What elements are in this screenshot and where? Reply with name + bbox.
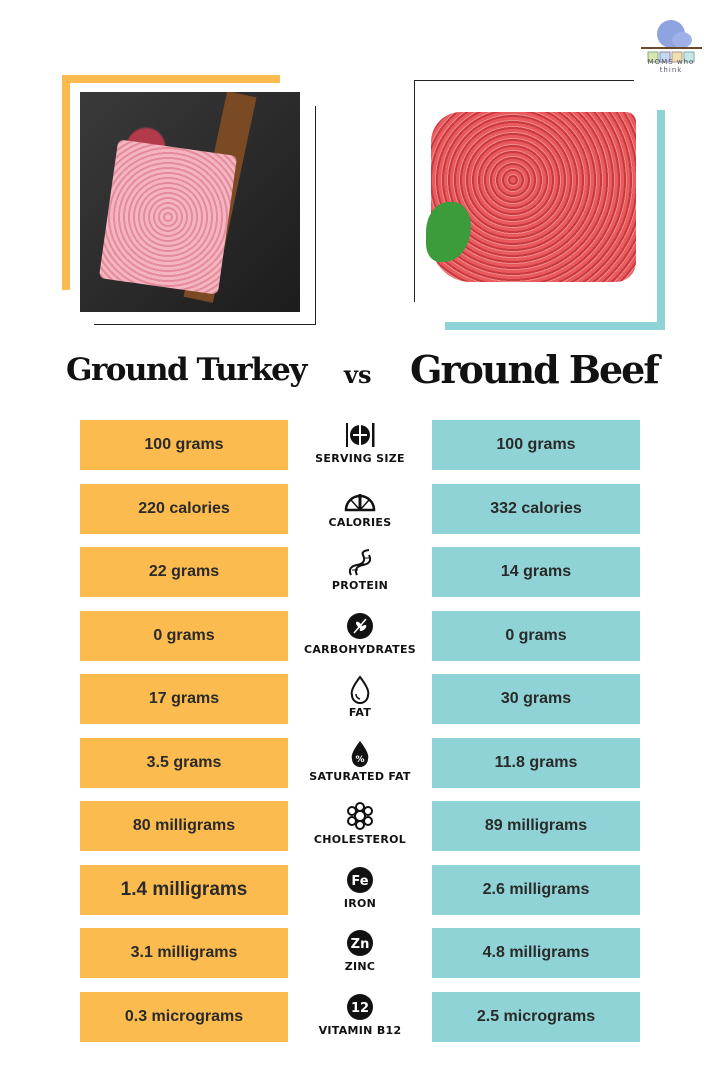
- nutrient-label: IRON: [343, 896, 377, 910]
- turkey-value: 17 grams: [80, 674, 288, 724]
- turkey-value: 100 grams: [80, 420, 288, 470]
- beef-value: 14 grams: [432, 547, 640, 597]
- beef-value: 30 grams: [432, 674, 640, 724]
- nutrient-label: PROTEIN: [331, 579, 389, 592]
- nutrition-row: 22 grams PROTEIN 14 grams: [80, 547, 640, 597]
- nutrient-label-group: CHOLESTEROL: [294, 801, 426, 857]
- nutrient-label: FAT: [348, 706, 372, 719]
- drop-percent-icon: %: [351, 740, 369, 767]
- zn-icon: Zn: [347, 930, 373, 956]
- turkey-value: 80 milligrams: [80, 801, 288, 851]
- molecule-icon: [347, 802, 373, 830]
- nutrition-row: 0.3 micrograms 12 VITAMIN B12 2.5 microgram…: [80, 991, 640, 1042]
- beef-frame-outline: [414, 80, 634, 302]
- nutrition-row: 220 calories CALORIES 332 calories: [80, 483, 640, 534]
- turkey-value: 3.5 grams: [80, 737, 288, 788]
- wheat-icon: [347, 612, 373, 639]
- nutrient-label: CALORIES: [328, 515, 392, 529]
- svg-text:Zn: Zn: [351, 937, 370, 952]
- b12-icon: 12: [347, 993, 373, 1020]
- nutrition-row: 1.4 milligrams Fe IRON 2.6 milligrams: [80, 864, 640, 915]
- turkey-value: 22 grams: [80, 547, 288, 597]
- turkey-frame-accent: [62, 75, 280, 290]
- plate-cutlery-icon: [346, 423, 375, 447]
- turkey-value: 3.1 milligrams: [80, 928, 288, 978]
- logo-text: MOMS who think: [647, 58, 695, 74]
- nutrient-label-group: Fe IRON: [294, 865, 426, 921]
- moms-who-think-logo: MOMS who think: [636, 14, 706, 74]
- gauge-icon: [344, 493, 376, 511]
- nutrient-label-group: % SATURATED FAT: [294, 738, 426, 794]
- dna-protein-icon: [348, 549, 372, 576]
- nutrient-label: ZINC: [344, 960, 376, 973]
- title-ground-beef: Ground Beef: [410, 347, 660, 392]
- nutrient-label-group: SERVING SIZE: [294, 420, 426, 476]
- beef-value: 0 grams: [432, 610, 640, 661]
- nutrient-label-group: CALORIES: [294, 484, 426, 540]
- drop-icon: [350, 675, 370, 704]
- turkey-value: 0.3 micrograms: [80, 991, 288, 1042]
- beef-value: 11.8 grams: [432, 737, 640, 788]
- nutrient-label-group: FAT: [294, 674, 426, 730]
- title-vs: vs: [344, 360, 372, 389]
- svg-text:12: 12: [351, 1001, 369, 1016]
- beef-value: 100 grams: [432, 420, 640, 470]
- nutrition-row: 3.1 milligrams Zn ZINC 4.8 milligrams: [80, 928, 640, 978]
- beef-frame-accent: [445, 110, 665, 330]
- beef-value: 4.8 milligrams: [432, 928, 640, 978]
- nutrition-row: 3.5 grams% SATURATED FAT 11.8 grams: [80, 737, 640, 788]
- nutrient-label: SATURATED FAT: [309, 769, 411, 783]
- beef-value: 89 milligrams: [432, 801, 640, 851]
- nutrient-label-group: CARBOHYDRATES: [294, 611, 426, 667]
- nutrition-row: 17 grams FAT 30 grams: [80, 674, 640, 724]
- nutrition-row: 80 milligrams CHOLESTEROL 89 milligrams: [80, 801, 640, 851]
- nutrition-row: 100 grams SERVING SIZE 100 grams: [80, 420, 640, 470]
- nutrient-label: CHOLESTEROL: [313, 833, 407, 846]
- nutrient-label: CARBOHYDRATES: [303, 642, 417, 656]
- nutrient-label-group: Zn ZINC: [294, 928, 426, 984]
- beef-value: 332 calories: [432, 483, 640, 534]
- nutrition-row: 0 grams CARBOHYDRATES 0 grams: [80, 610, 640, 661]
- beef-value: 2.6 milligrams: [432, 864, 640, 915]
- beef-value: 2.5 micrograms: [432, 991, 640, 1042]
- turkey-frame-outline: [94, 106, 316, 325]
- svg-text:%: %: [355, 755, 364, 765]
- fe-icon: Fe: [347, 866, 373, 893]
- svg-text:Fe: Fe: [351, 874, 368, 889]
- nutrient-label: VITAMIN B12: [318, 1023, 402, 1037]
- turkey-value: 0 grams: [80, 610, 288, 661]
- ground-beef-photo: [426, 92, 636, 302]
- nutrient-label-group: PROTEIN: [294, 547, 426, 603]
- title-ground-turkey: Ground Turkey: [66, 352, 307, 388]
- turkey-value: 1.4 milligrams: [80, 864, 288, 915]
- nutrient-label: SERVING SIZE: [315, 452, 405, 465]
- nutrient-label-group: 12 VITAMIN B12: [294, 992, 426, 1048]
- ground-turkey-photo: [80, 92, 300, 312]
- turkey-value: 220 calories: [80, 483, 288, 534]
